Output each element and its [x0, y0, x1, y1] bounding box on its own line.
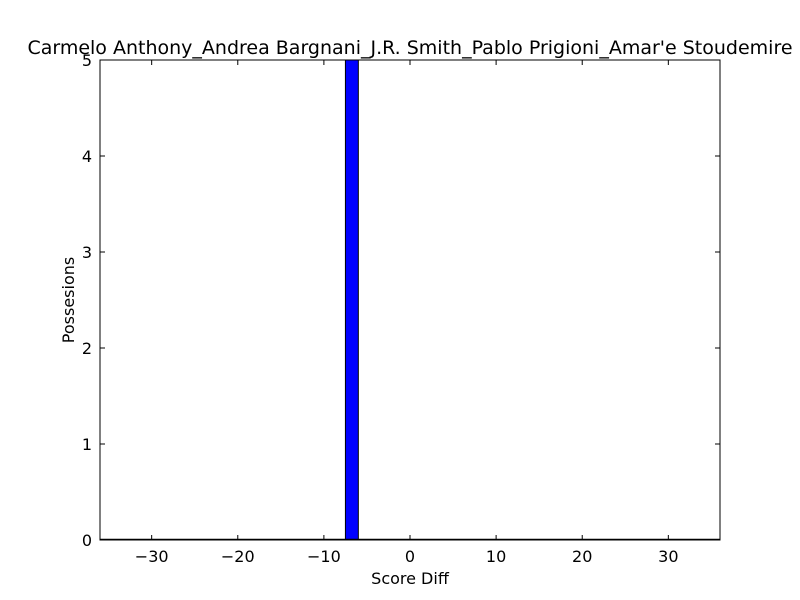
y-ticks: 0 1 2 3 4 5: [82, 51, 720, 550]
x-tick-label: 20: [572, 547, 592, 566]
x-tick-label: 30: [658, 547, 678, 566]
x-tick-label: 0: [405, 547, 415, 566]
bars-group: [344, 59, 359, 541]
y-tick-label: 0: [82, 531, 92, 550]
y-axis-label: Possesions: [59, 257, 78, 343]
y-tick-label: 4: [82, 147, 92, 166]
x-axis-label: Score Diff: [371, 569, 450, 588]
x-tick-label: 10: [486, 547, 506, 566]
y-tick-label: 2: [82, 339, 92, 358]
x-ticks: −30 −20 −10 0 10 20 30: [135, 60, 679, 566]
x-tick-label: −10: [307, 547, 341, 566]
bar-0: [344, 59, 359, 541]
y-tick-label: 5: [82, 51, 92, 70]
y-tick-label: 3: [82, 243, 92, 262]
x-tick-label: −30: [135, 547, 169, 566]
plot-frame: [99, 59, 721, 541]
chart-title: Carmelo Anthony_Andrea Bargnani_J.R. Smi…: [27, 37, 792, 59]
y-tick-label: 1: [82, 435, 92, 454]
x-tick-label: −20: [221, 547, 255, 566]
